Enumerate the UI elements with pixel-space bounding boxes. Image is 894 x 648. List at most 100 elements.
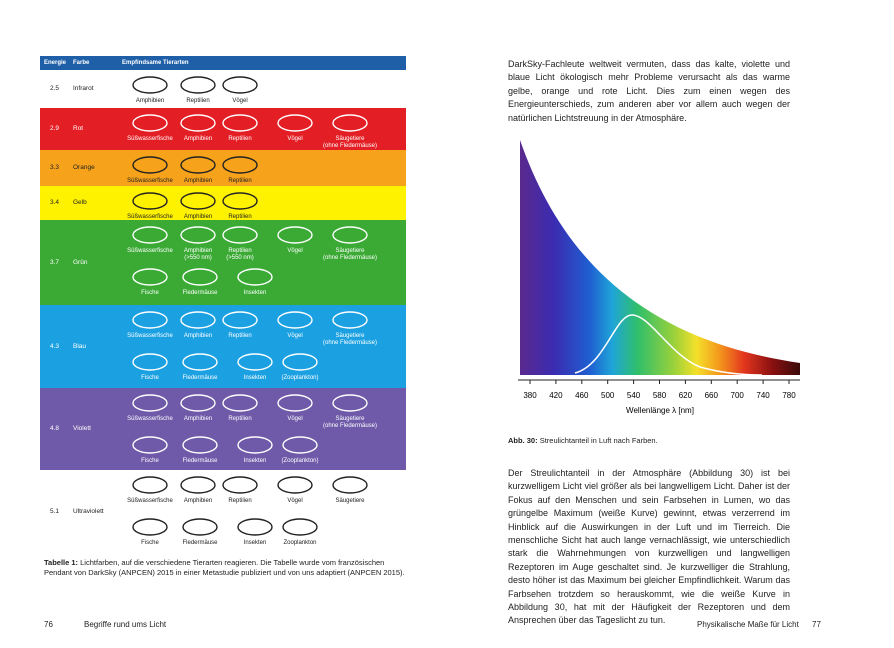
- animal-icon: [332, 114, 368, 132]
- x-tick-label: 620: [679, 391, 693, 400]
- x-tick-label: 780: [782, 391, 796, 400]
- icon-outline: [132, 436, 168, 454]
- icon-outline: [222, 76, 258, 94]
- animal-label: Amphibien: [183, 416, 213, 422]
- icon-outline: [180, 311, 216, 329]
- icon-outline: [332, 114, 368, 132]
- icon-outline: [132, 226, 168, 244]
- animal-label: Insekten: [243, 540, 267, 546]
- animal-label: Säugetiere (ohne Fledermäuse): [322, 416, 378, 429]
- animal-icon: [132, 76, 168, 94]
- animal-label: Süßwasserfische: [127, 136, 173, 142]
- animal-icon: [277, 476, 313, 494]
- animal-label: Fledermäuse: [182, 290, 218, 296]
- x-tick-label: 420: [549, 391, 563, 400]
- icon-outline: [132, 76, 168, 94]
- animal-icon: [182, 518, 218, 536]
- header-cell: Energie: [44, 60, 67, 66]
- animal-label: Insekten: [243, 290, 267, 296]
- figure: 380 420 460 500 540 580 620 660 700 740 780 Wellen…: [518, 140, 800, 415]
- energy-cell: 2.5: [50, 85, 60, 92]
- animal-icon: [332, 394, 368, 412]
- color-cell: Violett: [73, 425, 91, 432]
- table-row: 3.4 Gelb Süßwasserfische Amphibien Reptilien: [40, 186, 406, 220]
- caption-label: Tabelle 1:: [44, 558, 79, 567]
- icon-outline: [132, 476, 168, 494]
- x-tick-label: 380: [523, 391, 537, 400]
- color-cell: Grün: [73, 258, 88, 266]
- animal-label: Fledermäuse: [182, 375, 218, 381]
- icon-outline: [332, 311, 368, 329]
- icon-outline: [132, 518, 168, 536]
- animal-label: Reptilien (>550 nm): [226, 248, 254, 261]
- animal-label: (Zooplankton): [281, 458, 319, 464]
- animal-icon: [332, 476, 368, 494]
- icon-outline: [237, 518, 273, 536]
- x-tick-label: 540: [627, 391, 641, 400]
- animal-icon: [222, 192, 258, 210]
- color-cell: Gelb: [73, 199, 87, 206]
- icon-outline: [237, 268, 273, 286]
- icon-outline: [282, 436, 318, 454]
- paragraph: DarkSky-Fachleute weltweit vermuten, das…: [508, 59, 790, 123]
- animal-icon: [222, 394, 258, 412]
- icon-outline: [132, 394, 168, 412]
- icon-outline: [180, 226, 216, 244]
- animal-icon: [180, 394, 216, 412]
- animal-icon: [182, 436, 218, 454]
- animal-label: Fledermäuse: [182, 540, 218, 546]
- animal-label: Amphibien: [183, 214, 213, 220]
- animal-label: Reptilien: [228, 178, 252, 184]
- animal-icon: [132, 192, 168, 210]
- icon-outline: [222, 394, 258, 412]
- animal-label: Amphibien: [183, 498, 213, 504]
- table-row: 2.5 Infrarot Amphibien Reptilien Vögel: [40, 70, 406, 108]
- animal-label: Insekten: [243, 375, 267, 381]
- icon-outline: [332, 476, 368, 494]
- animal-label: Süßwasserfische: [127, 178, 173, 184]
- animal-label: Fische: [141, 540, 159, 546]
- x-tick-label: 740: [756, 391, 770, 400]
- icon-outline: [277, 311, 313, 329]
- icon-outline: [277, 114, 313, 132]
- icon-outline: [180, 192, 216, 210]
- table-row: 3.7 Grün Süßwasserfische Amphibien (>550 nm…: [40, 220, 406, 305]
- energy-cell: 4.8: [50, 425, 60, 432]
- icon-outline: [332, 226, 368, 244]
- caption-text: Lichtfarben, auf die verschiedene Tierar…: [44, 558, 405, 577]
- page-number: 76: [44, 620, 53, 629]
- icon-outline: [222, 114, 258, 132]
- animal-label: Süßwasserfische: [127, 416, 173, 422]
- animal-icon: [180, 156, 216, 174]
- animal-icon: [282, 436, 318, 454]
- color-cell: Infrarot: [73, 85, 94, 92]
- animal-label: Süßwasserfische: [127, 248, 173, 254]
- animal-icon: [277, 226, 313, 244]
- animal-icon: [277, 311, 313, 329]
- x-axis-label: Wellenlänge λ [nm]: [626, 406, 694, 415]
- animal-icon: [332, 311, 368, 329]
- energy-cell: 3.7: [50, 258, 60, 266]
- animal-label: Fische: [141, 290, 159, 296]
- table-caption: Tabelle 1: Lichtfarben, auf die verschie…: [44, 558, 406, 578]
- animal-label: Reptilien: [186, 98, 210, 104]
- icon-outline: [180, 156, 216, 174]
- animal-label: Reptilien: [228, 498, 252, 504]
- table-row: 2.9 Rot Süßwasserfische Amphibien Reptilien V…: [40, 108, 406, 150]
- energy-cell: 3.3: [50, 164, 60, 171]
- animal-icon: [180, 76, 216, 94]
- x-tick-label: 500: [601, 391, 615, 400]
- animal-icon: [332, 226, 368, 244]
- table-row: 3.3 Orange Süßwasserfische Amphibien Reptili…: [40, 150, 406, 186]
- icon-outline: [182, 518, 218, 536]
- animal-label: Säugetiere: [335, 498, 365, 504]
- animal-icon: [132, 156, 168, 174]
- animal-label: Vögel: [287, 136, 303, 142]
- animal-icon: [222, 156, 258, 174]
- animal-label: Fledermäuse: [182, 458, 218, 464]
- animal-icon: [222, 114, 258, 132]
- animal-icon: [132, 226, 168, 244]
- animal-icon: [282, 518, 318, 536]
- icon-outline: [282, 518, 318, 536]
